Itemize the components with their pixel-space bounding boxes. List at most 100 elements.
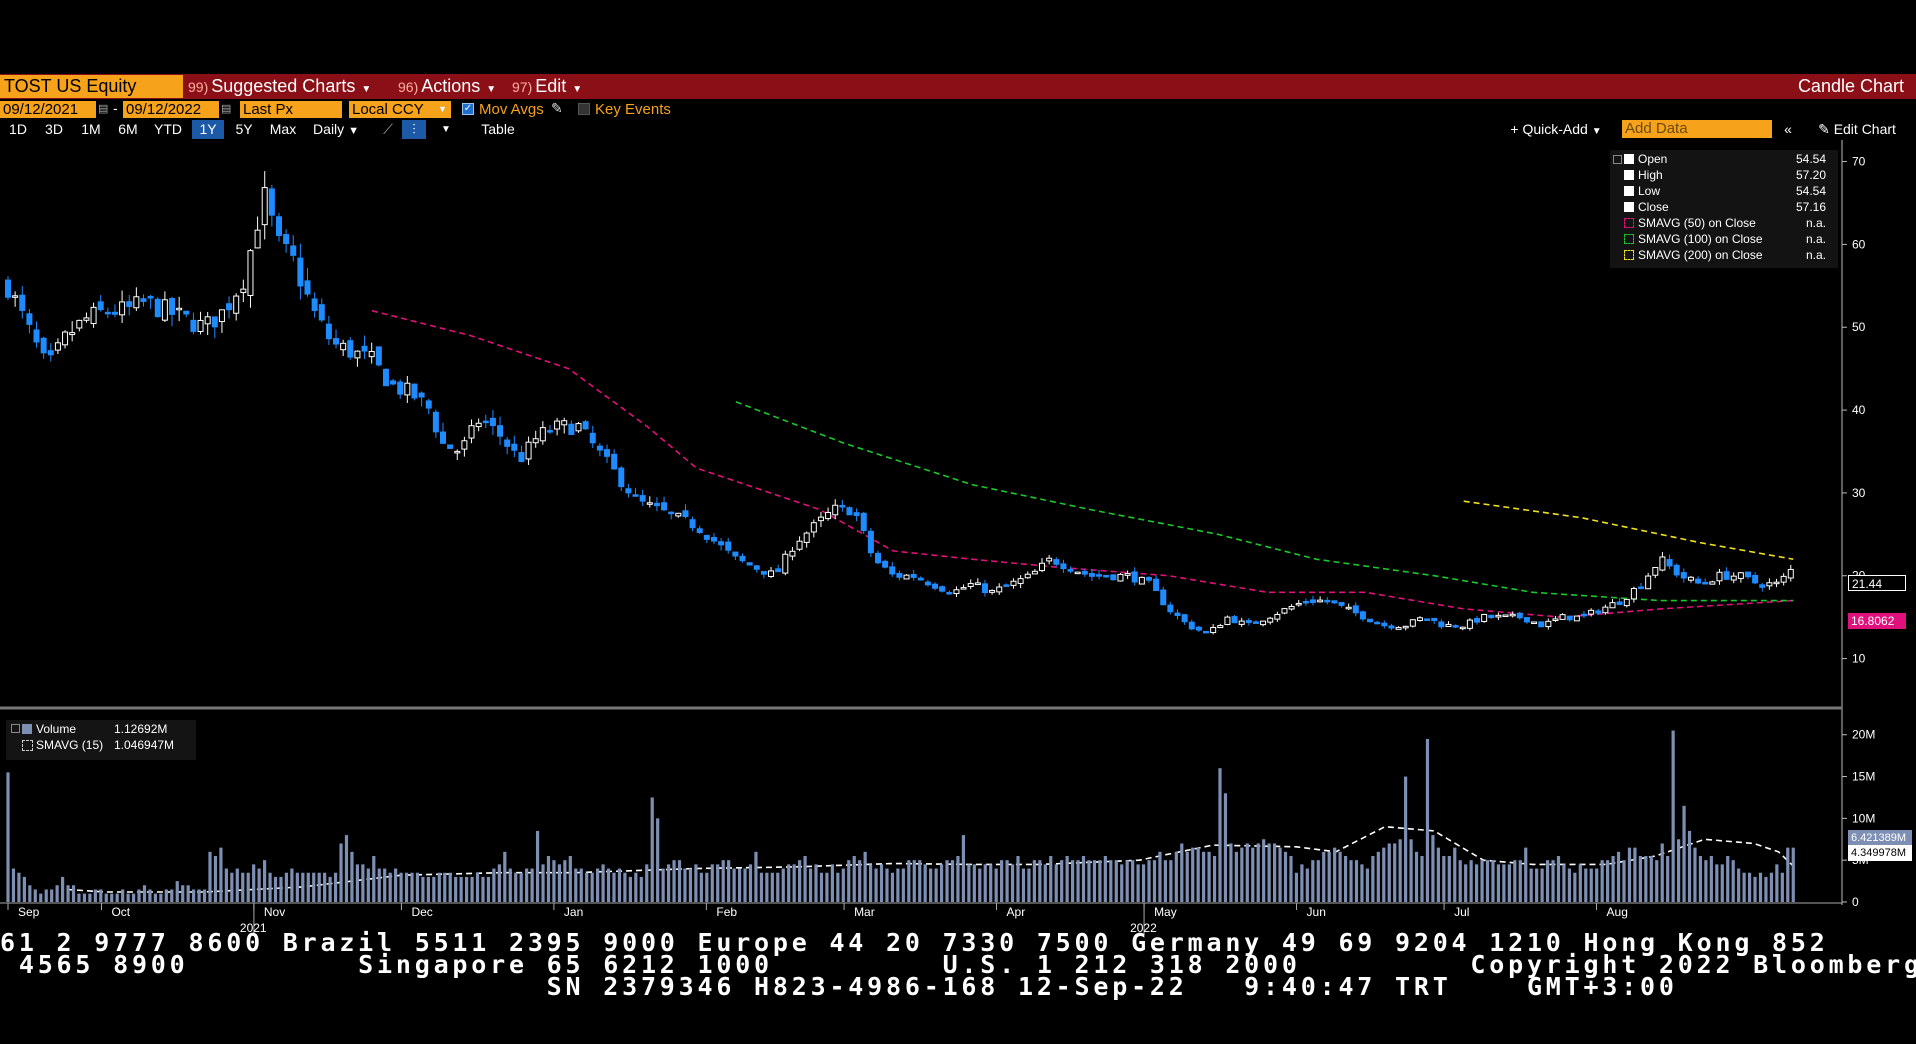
volume-bar [1294, 872, 1299, 902]
legend-close: Close 57.16 [1624, 200, 1834, 215]
volume-bar [825, 872, 829, 902]
sma200-label: SMAVG (200) on Close [1638, 248, 1763, 262]
volume-bar [934, 868, 938, 902]
edit-menu[interactable]: 97) Edit ▼ [512, 75, 582, 98]
candle-body [1138, 576, 1145, 585]
volume-bar [601, 864, 605, 902]
candle-body [596, 445, 603, 451]
candle-body [119, 301, 126, 316]
range-6m-button[interactable]: 6M [118, 121, 138, 137]
candle-body [1231, 616, 1238, 624]
volume-bar [1278, 847, 1282, 902]
range-1d-button[interactable]: 1D [9, 121, 27, 137]
low-swatch [1624, 186, 1634, 196]
range-max-button[interactable]: Max [269, 121, 297, 137]
range-3d-button[interactable]: 3D [45, 121, 63, 137]
line-chart-icon[interactable]: ⟋ [383, 121, 393, 137]
candle-body [1174, 612, 1181, 617]
sma100-value: n.a. [1805, 232, 1826, 246]
candle-body [1096, 574, 1103, 577]
chevron-down-icon[interactable]: ▼ [438, 104, 447, 114]
volume-bar [568, 856, 572, 902]
candle-body [1110, 574, 1117, 581]
candle-body [1267, 617, 1274, 623]
range-1y-button[interactable]: 1Y [192, 120, 224, 139]
volume-bar [1147, 860, 1151, 902]
volume-bar [732, 868, 736, 902]
legend-collapse-icon[interactable] [1613, 155, 1622, 164]
month-label: Jun [1307, 905, 1326, 919]
volume-bar [819, 872, 824, 902]
candle-body [69, 332, 76, 336]
calendar-icon[interactable]: ▤ [98, 103, 109, 115]
range-5y-button[interactable]: 5Y [235, 121, 253, 137]
candle-body [611, 453, 618, 470]
candle-body [1716, 571, 1723, 582]
candle-body [40, 337, 47, 354]
price-field-select[interactable]: Last Px [240, 101, 342, 118]
volume-bar [1535, 868, 1539, 902]
candle-body [817, 516, 824, 522]
volume-bar [186, 885, 190, 902]
actions-menu[interactable]: 96) Actions ▼ [398, 75, 496, 98]
candle-body [1181, 614, 1188, 623]
volume-bar [224, 868, 228, 902]
volume-last-tag: 6.421389M [1848, 830, 1912, 846]
volume-bar [317, 872, 321, 902]
volume-bar [896, 868, 900, 902]
ticker-field[interactable]: TOST US Equity [0, 75, 183, 98]
frequency-select[interactable]: Daily ▼ [308, 120, 364, 139]
volume-bar [1480, 860, 1484, 902]
volume-bar [55, 885, 59, 902]
volume-bar [503, 851, 507, 902]
volume-bar [912, 860, 916, 902]
candle-body [1302, 600, 1309, 604]
candle-body [1252, 621, 1259, 624]
range-1m-button[interactable]: 1M [81, 121, 101, 137]
candle-body [518, 452, 525, 462]
volume-bar [1109, 860, 1113, 902]
candle-body [261, 187, 268, 226]
suggested-charts-menu[interactable]: 99) Suggested Charts ▼ [188, 75, 371, 98]
edit-chart-button[interactable]: ✎ Edit Chart [1802, 120, 1912, 139]
candle-body [1416, 617, 1423, 622]
start-date-field[interactable]: 09/12/2021 [0, 101, 96, 118]
currency-select[interactable]: Local CCY [349, 101, 451, 118]
volume-bar [672, 860, 676, 902]
candle-body [646, 502, 653, 505]
volume-bar [77, 893, 81, 902]
volume-bar [383, 868, 387, 902]
candle-body [1780, 575, 1787, 583]
mov-avgs-checkbox[interactable]: ✓ [462, 103, 474, 115]
candle-body [1367, 618, 1374, 623]
candle-body [1545, 620, 1552, 628]
candle-body [33, 329, 40, 343]
volume-bar [1185, 851, 1189, 902]
candle-body [1502, 614, 1509, 617]
range-ytd-button[interactable]: YTD [154, 121, 182, 137]
volume-bar [1507, 864, 1511, 902]
candle-chart-icon[interactable]: ⫶ [402, 120, 426, 139]
candle-body [1666, 559, 1673, 567]
add-data-input[interactable]: Add Data [1622, 120, 1772, 138]
key-events-checkbox[interactable] [578, 103, 590, 115]
volume-bar [519, 872, 523, 902]
calendar-icon[interactable]: ▤ [221, 103, 232, 115]
legend-collapse-icon[interactable] [11, 724, 20, 733]
high-swatch [1624, 170, 1634, 180]
end-date-field[interactable]: 09/12/2022 [123, 101, 219, 118]
table-button[interactable]: Table [481, 121, 515, 137]
volume-bar [1584, 868, 1588, 902]
volume-bar [972, 864, 976, 902]
volume-bar [1551, 860, 1555, 902]
candle-body [653, 502, 660, 507]
collapse-icon[interactable]: « [1784, 121, 1792, 137]
candle-body [1652, 567, 1659, 576]
candle-body [789, 550, 796, 557]
volume-bar [557, 864, 562, 902]
quick-add-button[interactable]: + Quick-Add ▼ [1510, 121, 1602, 137]
volume-bar [1502, 864, 1506, 902]
chevron-down-icon[interactable]: ▼ [441, 124, 451, 135]
pencil-icon[interactable]: ✎ [551, 100, 563, 116]
candle-body [1787, 568, 1794, 579]
